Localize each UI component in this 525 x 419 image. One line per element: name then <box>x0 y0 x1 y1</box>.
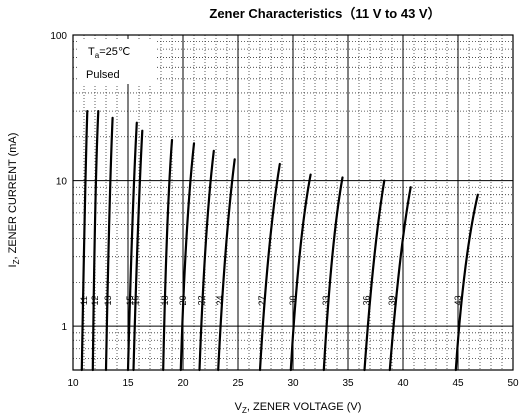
series-curve-11 <box>80 110 89 372</box>
series-label-24: 24 <box>215 295 225 305</box>
series-group <box>80 110 479 372</box>
series-curve-16 <box>132 129 144 372</box>
x-tick-label: 45 <box>452 378 464 389</box>
series-label-11: 11 <box>79 296 89 305</box>
x-tick-label: 50 <box>507 378 519 389</box>
x-tick-label: 35 <box>342 378 354 389</box>
series-curve-43 <box>454 193 479 372</box>
series-curve-22 <box>198 149 215 372</box>
series-label-13: 13 <box>103 295 113 305</box>
series-label-36: 36 <box>362 295 372 305</box>
series-label-30: 30 <box>288 295 298 305</box>
x-tick-label: 15 <box>122 378 134 389</box>
series-label-20: 20 <box>178 295 188 305</box>
y-tick-label: 1 <box>61 322 67 333</box>
series-curve-39 <box>388 186 412 372</box>
x-tick-label: 40 <box>397 378 409 389</box>
series-label-12: 12 <box>90 295 100 305</box>
condition-pulsed: Pulsed <box>86 69 120 81</box>
series-curve-12 <box>91 110 100 372</box>
series-label-18: 18 <box>160 295 170 305</box>
chart-title: Zener Characteristics（11 V to 43 V） <box>209 6 440 21</box>
x-axis-title: VZ, ZENER VOLTAGE (V) <box>235 401 362 415</box>
series-label-27: 27 <box>257 295 267 305</box>
x-tick-label: 20 <box>177 378 189 389</box>
series-label-33: 33 <box>321 295 331 305</box>
x-tick-label: 10 <box>67 378 79 389</box>
condition-temperature: Ta=25℃ <box>88 46 130 60</box>
y-axis-title: IZ, ZENER CURRENT (mA) <box>7 133 21 268</box>
series-label-15: 15 <box>125 295 135 305</box>
y-tick-label: 100 <box>50 31 67 42</box>
y-tick-label: 10 <box>56 177 68 188</box>
x-tick-label: 30 <box>287 378 299 389</box>
conditions-note: Ta=25℃ Pulsed <box>79 39 155 84</box>
series-curve-33 <box>322 176 344 372</box>
conditions-box <box>79 39 155 84</box>
series-curve-27 <box>258 162 281 372</box>
series-label-22: 22 <box>197 295 207 305</box>
series-curve-20 <box>179 142 196 372</box>
plot-frame <box>72 34 514 371</box>
series-label-43: 43 <box>453 295 463 305</box>
series-curve-30 <box>289 173 312 372</box>
x-tick-label: 25 <box>232 378 244 389</box>
series-curve-13 <box>104 116 114 372</box>
series-curve-24 <box>217 158 236 372</box>
series-curve-18 <box>162 138 174 372</box>
series-curve-36 <box>363 179 386 372</box>
series-curve-15 <box>126 121 138 372</box>
series-label-39: 39 <box>387 295 397 305</box>
axes: 10 15 20 25 30 35 40 45 50 100 10 1 <box>50 31 519 389</box>
series-label-16: 16 <box>131 295 141 305</box>
